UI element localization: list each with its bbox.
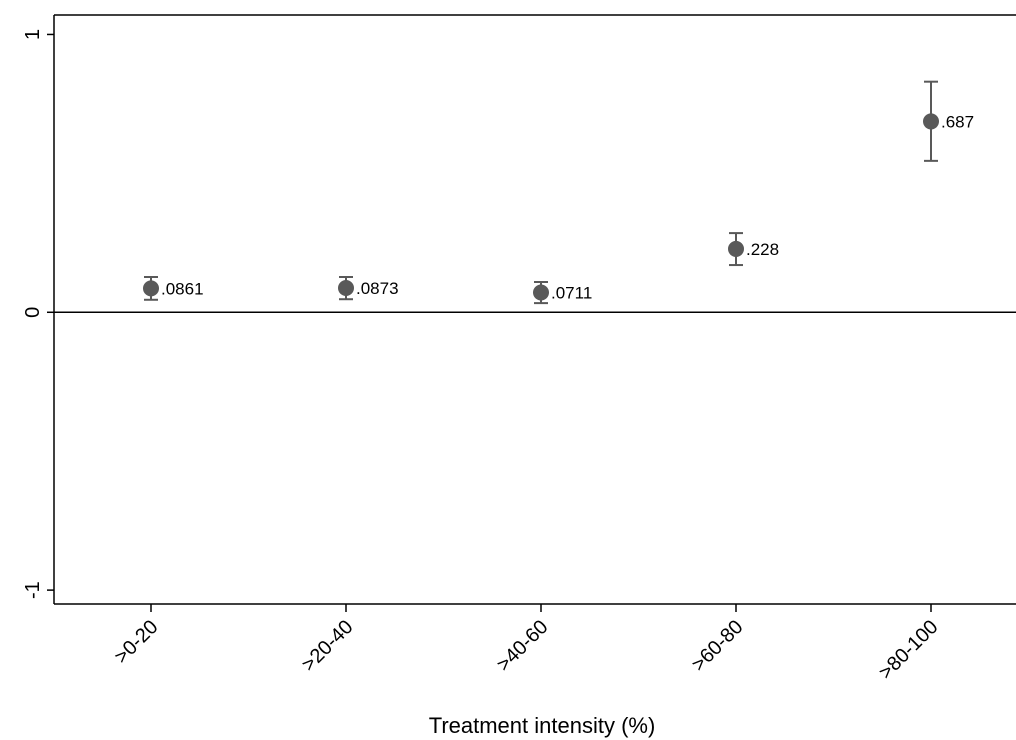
data-label: .0711 <box>551 284 592 303</box>
y-axis: 1 0 -1 <box>22 29 54 599</box>
x-axis-title: Treatment intensity (%) <box>429 713 656 738</box>
y-tick-label: 0 <box>22 307 44 318</box>
data-point <box>533 284 549 301</box>
data-label: .0873 <box>356 279 399 298</box>
data-label: .0861 <box>161 279 204 298</box>
data-point <box>143 280 159 297</box>
plot-frame <box>53 14 1016 605</box>
y-tick-label: -1 <box>22 581 44 599</box>
data-marks: .0861 .0873 .0711 .228 .687 <box>143 80 974 305</box>
data-point <box>728 240 744 257</box>
data-label: .687 <box>941 112 974 131</box>
data-point <box>923 113 939 130</box>
data-point <box>338 280 354 297</box>
data-label: .228 <box>746 240 779 259</box>
y-tick-label: 1 <box>22 29 44 40</box>
